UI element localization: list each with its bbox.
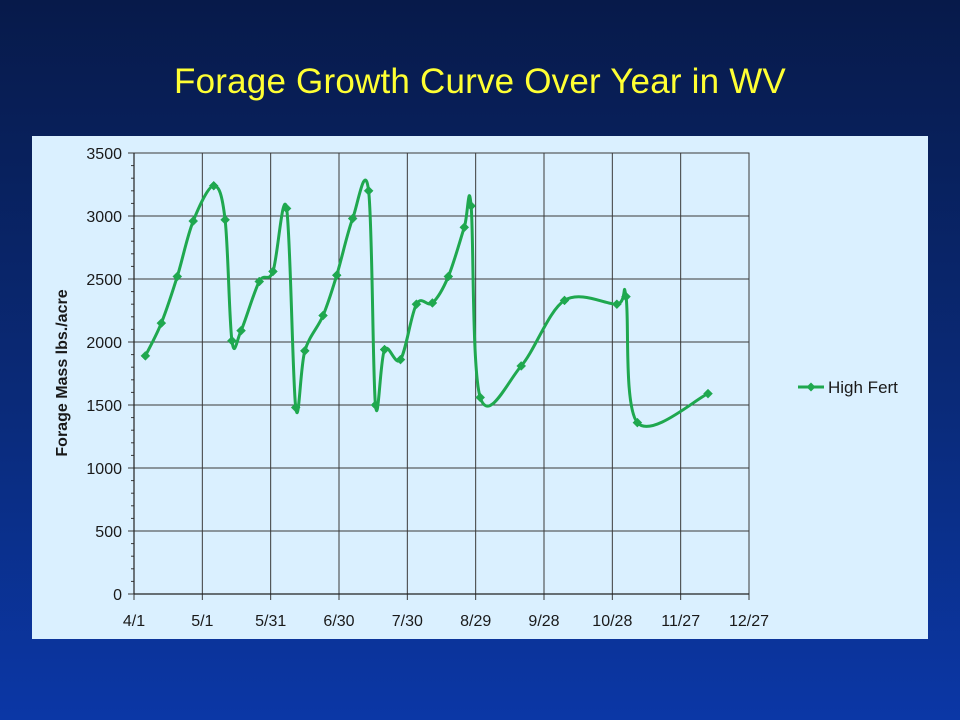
y-tick-label: 2000 <box>86 335 122 352</box>
data-point <box>370 400 381 410</box>
slide-title: Forage Growth Curve Over Year in WV <box>174 62 786 101</box>
data-point <box>318 310 328 321</box>
x-tick-label: 7/30 <box>392 613 423 630</box>
data-point <box>140 351 151 361</box>
y-tick-label: 1500 <box>86 398 122 415</box>
y-tick-labels: 0 500 1000 1500 2000 2500 3000 3500 <box>86 146 122 604</box>
data-point <box>281 203 292 214</box>
x-tick-label: 5/1 <box>191 613 213 630</box>
data-point <box>466 201 476 211</box>
y-tick-label: 2500 <box>86 272 122 289</box>
data-point <box>347 213 358 224</box>
y-axis-title: Forage Mass lbs./acre <box>54 289 71 456</box>
data-point <box>621 291 631 302</box>
data-point <box>268 266 278 277</box>
legend-label: High Fert <box>828 378 898 397</box>
chart-panel: 0 500 1000 1500 2000 2500 3000 3500 4/1 5/1 5/31 6… <box>32 136 928 639</box>
data-point <box>236 325 246 336</box>
x-tick-label: 9/28 <box>528 613 559 630</box>
series-high-fert <box>140 178 713 428</box>
line-chart: 0 500 1000 1500 2000 2500 3000 3500 4/1 5/1 5/31 6… <box>54 146 898 630</box>
data-point <box>559 295 570 306</box>
legend: High Fert <box>798 378 898 397</box>
data-point <box>188 216 199 226</box>
data-point <box>427 298 438 308</box>
axes <box>128 152 750 600</box>
data-point <box>363 185 374 196</box>
y-tick-label: 3000 <box>86 209 122 226</box>
x-tick-label: 4/1 <box>123 613 145 630</box>
data-point <box>156 318 167 328</box>
x-tick-labels: 4/1 5/1 5/31 6/30 7/30 8/29 9/28 10/28 11/27 12/2… <box>123 613 769 630</box>
data-point <box>612 299 622 310</box>
y-tick-label: 500 <box>95 524 122 541</box>
data-point <box>290 402 301 413</box>
x-tick-label: 6/30 <box>323 613 354 630</box>
legend-swatch-marker <box>806 382 816 392</box>
y-tick-label: 1000 <box>86 461 122 478</box>
data-point <box>475 392 486 403</box>
data-point <box>379 344 390 355</box>
plot-area <box>133 152 750 595</box>
data-point <box>172 271 183 282</box>
data-point <box>459 222 470 233</box>
x-tick-label: 5/31 <box>255 613 286 630</box>
data-point <box>395 354 406 365</box>
data-point <box>227 335 237 346</box>
data-point <box>254 276 265 287</box>
data-point <box>516 361 527 371</box>
grid-lines <box>134 152 750 594</box>
y-tick-label: 3500 <box>86 146 122 163</box>
x-tick-label: 12/27 <box>729 613 769 630</box>
data-point <box>632 417 643 428</box>
data-point <box>299 345 310 356</box>
data-point <box>331 270 342 281</box>
data-point <box>703 388 713 399</box>
data-point <box>220 214 230 225</box>
y-tick-label: 0 <box>113 587 122 604</box>
x-tick-label: 11/27 <box>661 613 700 630</box>
data-point <box>411 299 422 310</box>
x-tick-label: 8/29 <box>460 613 491 630</box>
x-tick-label: 10/28 <box>592 613 632 630</box>
data-point <box>208 180 219 191</box>
data-point <box>443 271 454 282</box>
